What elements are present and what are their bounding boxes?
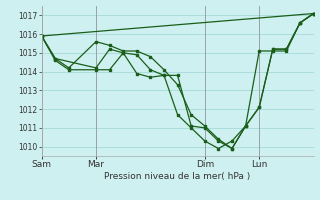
X-axis label: Pression niveau de la mer( hPa ): Pression niveau de la mer( hPa ) [104,172,251,181]
